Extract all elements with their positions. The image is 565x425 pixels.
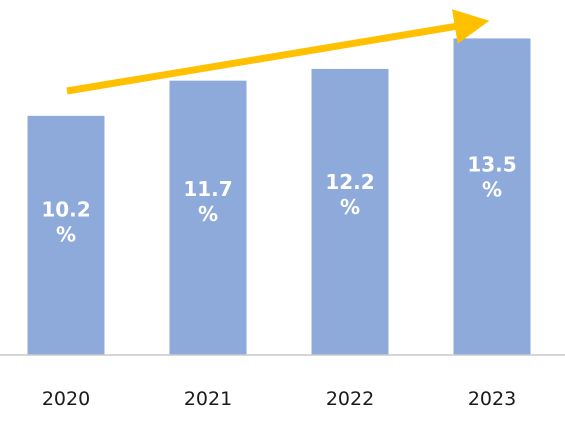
bar-value-label-2021: 11.7% (183, 177, 232, 226)
bar-value-label-2020: 10.2% (41, 197, 90, 246)
bar-value-label-2023: 13.5% (467, 152, 516, 201)
trend-arrow (66, 9, 490, 95)
x-tick-label-2021: 2021 (184, 388, 232, 410)
bars-group (27, 38, 531, 356)
x-tick-label-2022: 2022 (326, 388, 374, 410)
bar-labels-group: 10.2 % 11.7 % 12.2 % 13.5% (41, 152, 516, 246)
bar-2023 (453, 38, 531, 356)
x-tick-labels-group: 2020 2021 2022 2023 (42, 388, 516, 410)
x-tick-label-2023: 2023 (468, 388, 516, 410)
bar-2022 (311, 68, 389, 356)
bar-value-label-2022: 12.2% (325, 170, 374, 219)
bar-2020 (27, 115, 105, 356)
x-tick-label-2020: 2020 (42, 388, 90, 410)
bar-2021 (169, 80, 247, 355)
